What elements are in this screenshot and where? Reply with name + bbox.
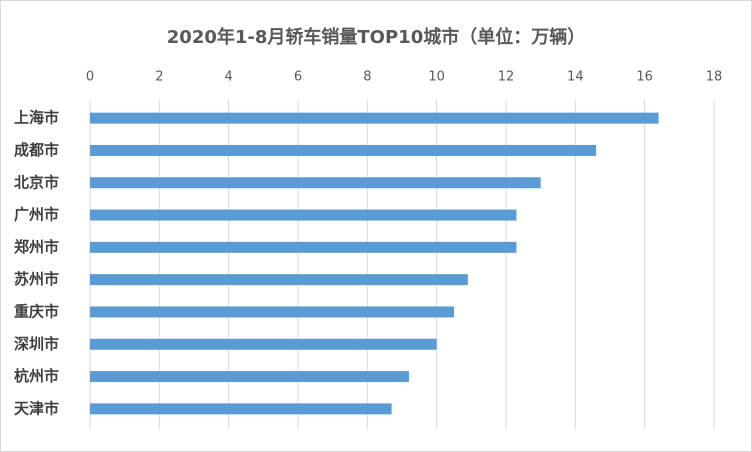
- bar: [90, 241, 517, 253]
- x-tick-label: 0: [86, 70, 94, 85]
- x-tick-label: 12: [498, 70, 515, 85]
- y-tick-label: 深圳市: [14, 335, 59, 353]
- y-tick-label: 北京市: [14, 173, 59, 191]
- x-tick-label: 6: [294, 70, 302, 85]
- y-tick-label: 成都市: [14, 141, 59, 159]
- y-tick-label: 广州市: [14, 206, 59, 224]
- y-tick-label: 苏州市: [14, 270, 59, 288]
- x-tick-label: 10: [428, 70, 445, 85]
- bar: [90, 306, 454, 318]
- y-tick-label: 重庆市: [14, 302, 59, 320]
- bar: [90, 209, 517, 221]
- chart-title: 2020年1-8月轿车销量TOP10城市（单位：万辆）: [167, 26, 585, 48]
- x-tick-label: 16: [636, 70, 653, 85]
- bar: [90, 403, 392, 415]
- bar: [90, 274, 468, 286]
- x-tick-label: 18: [706, 70, 723, 85]
- y-tick-label: 郑州市: [14, 238, 59, 256]
- x-tick-label: 2: [155, 70, 163, 85]
- bar: [90, 177, 541, 189]
- x-tick-label: 4: [225, 70, 233, 85]
- y-tick-label: 上海市: [14, 109, 59, 127]
- bar: [90, 144, 597, 156]
- bar: [90, 371, 409, 383]
- bar: [90, 112, 659, 124]
- x-tick-label: 8: [363, 70, 371, 85]
- y-tick-label: 天津市: [14, 399, 59, 417]
- x-tick-label: 14: [567, 70, 584, 85]
- bar: [90, 338, 437, 350]
- y-tick-label: 杭州市: [14, 367, 59, 385]
